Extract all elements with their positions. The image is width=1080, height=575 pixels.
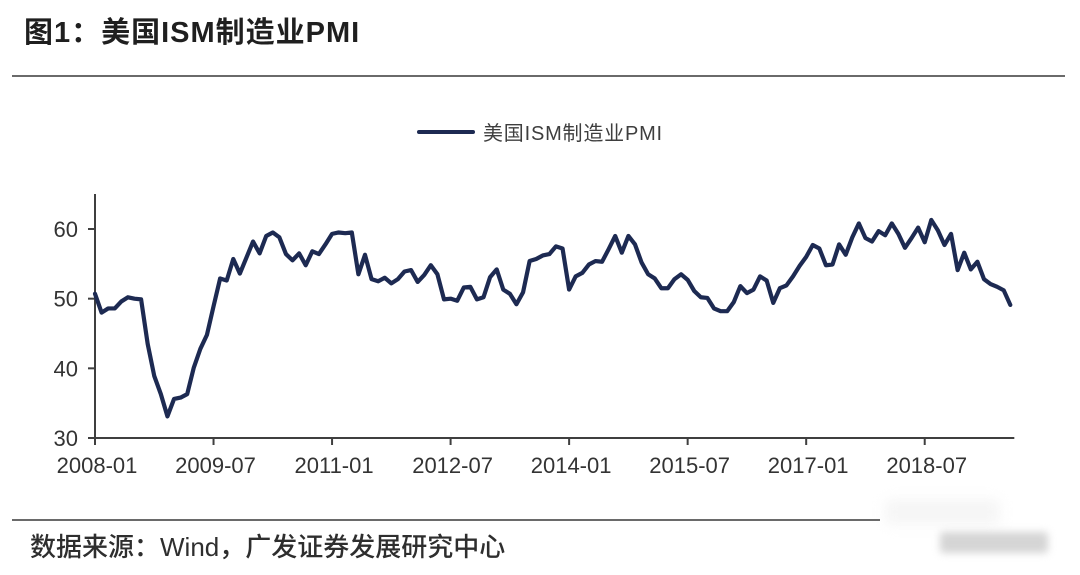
y-tick-label: 30 bbox=[54, 426, 78, 451]
figure-title: 图1：美国ISM制造业PMI bbox=[24, 17, 361, 49]
x-tick-label: 2009-07 bbox=[175, 453, 256, 478]
pmi-series-line bbox=[92, 217, 1013, 419]
x-tick-label: 2015-07 bbox=[649, 453, 730, 478]
legend-label: 美国ISM制造业PMI bbox=[483, 123, 663, 145]
y-tick-label: 60 bbox=[54, 217, 78, 242]
x-tick-label: 2018-07 bbox=[886, 453, 967, 478]
source-note: 数据来源：Wind，广发证券发展研究中心 bbox=[30, 532, 506, 562]
x-tick-label: 2014-01 bbox=[531, 453, 612, 478]
x-tick-label: 2008-01 bbox=[57, 453, 138, 478]
chart-legend: 美国ISM制造业PMI bbox=[417, 119, 663, 145]
x-tick-label: 2011-01 bbox=[295, 453, 374, 478]
watermark-smudge-faint bbox=[885, 499, 1000, 525]
watermark-smudge bbox=[940, 532, 1048, 553]
y-tick-label: 40 bbox=[54, 356, 78, 381]
y-tick-label: 50 bbox=[54, 287, 78, 312]
title-divider bbox=[12, 75, 1065, 77]
x-tick-label: 2017-01 bbox=[768, 453, 849, 478]
x-tick-label: 2012-07 bbox=[412, 453, 493, 478]
source-divider bbox=[12, 519, 880, 521]
legend-line-swatch bbox=[417, 129, 475, 134]
